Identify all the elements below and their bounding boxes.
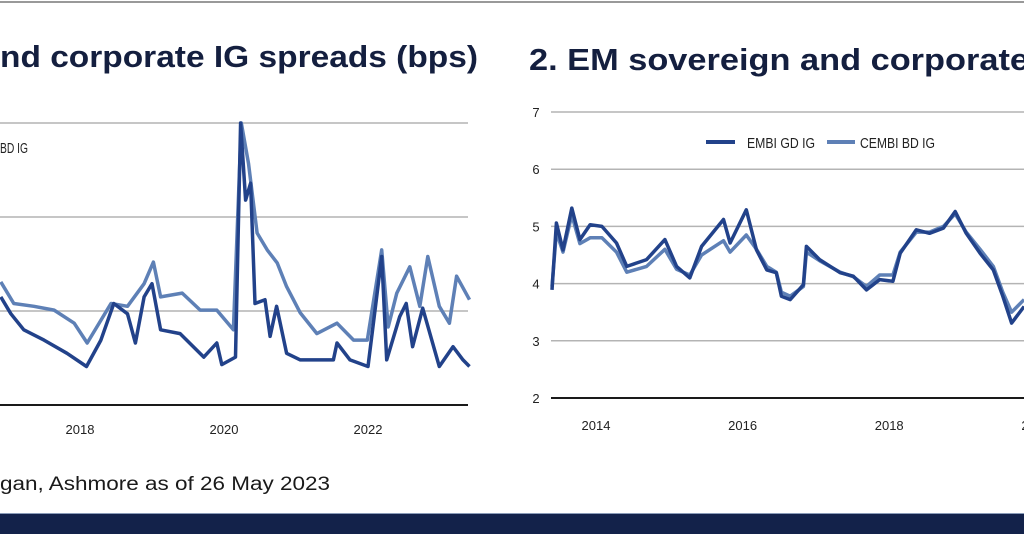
- x-tick-label: 2018: [66, 422, 95, 437]
- legend-label-embi: EMBI GD IG: [747, 135, 815, 152]
- top-rule: [0, 1, 1024, 3]
- right-chart: 7 6 5 4 3 2 2014 2016 2018 2020: [532, 105, 1024, 433]
- y-tick-label: 7: [532, 105, 539, 120]
- x-tick-label: 2020: [210, 422, 239, 437]
- series-line-embi: [0, 121, 471, 369]
- right-chart-title: 2. EM sovereign and corporate: [529, 42, 1024, 77]
- y-tick-label: 6: [532, 162, 539, 177]
- legend-label-cembi: CEMBI BD IG: [860, 135, 935, 152]
- x-tick-label: 2022: [354, 422, 383, 437]
- left-chart-title: nd corporate IG spreads (bps): [0, 39, 478, 74]
- series-line-embi: [550, 206, 1024, 325]
- x-tick-label: 2016: [728, 418, 757, 433]
- series-line-cembi: [0, 121, 472, 345]
- y-tick-label: 3: [532, 334, 539, 349]
- y-tick-label: 4: [532, 277, 539, 292]
- bottom-band: [0, 514, 1024, 534]
- left-chart: 2018 2020 2022: [0, 121, 472, 437]
- bottom-band-edge: [0, 513, 1024, 514]
- y-tick-label: 5: [532, 219, 539, 234]
- left-legend-label: BD IG: [0, 140, 28, 157]
- source-footnote: gan, Ashmore as of 26 May 2023: [0, 474, 330, 495]
- x-tick-label: 2020: [1021, 418, 1024, 433]
- y-tick-label: 2: [532, 391, 539, 406]
- x-tick-label: 2018: [875, 418, 904, 433]
- x-tick-label: 2014: [582, 418, 611, 433]
